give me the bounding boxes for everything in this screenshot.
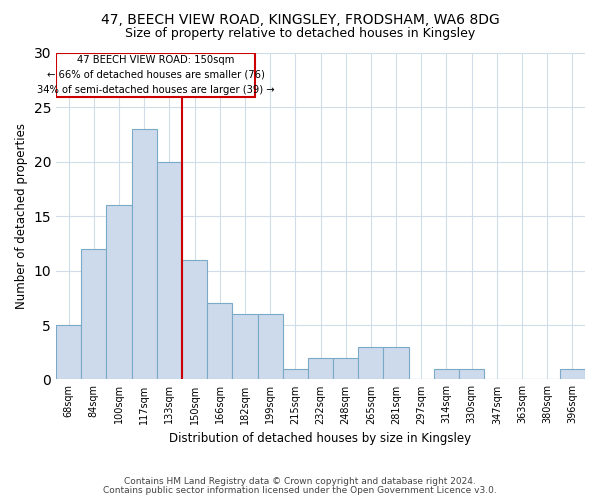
- Bar: [434, 368, 459, 380]
- Text: Contains public sector information licensed under the Open Government Licence v3: Contains public sector information licen…: [103, 486, 497, 495]
- Y-axis label: Number of detached properties: Number of detached properties: [15, 123, 28, 309]
- Bar: [157, 162, 182, 380]
- Bar: [232, 314, 257, 380]
- Bar: [81, 249, 106, 380]
- Bar: [459, 368, 484, 380]
- Text: Contains HM Land Registry data © Crown copyright and database right 2024.: Contains HM Land Registry data © Crown c…: [124, 477, 476, 486]
- Bar: [257, 314, 283, 380]
- Bar: [56, 325, 81, 380]
- Text: 47 BEECH VIEW ROAD: 150sqm
← 66% of detached houses are smaller (76)
34% of semi: 47 BEECH VIEW ROAD: 150sqm ← 66% of deta…: [37, 55, 274, 94]
- FancyBboxPatch shape: [56, 53, 255, 96]
- Bar: [131, 129, 157, 380]
- Bar: [308, 358, 333, 380]
- Text: 47, BEECH VIEW ROAD, KINGSLEY, FRODSHAM, WA6 8DG: 47, BEECH VIEW ROAD, KINGSLEY, FRODSHAM,…: [101, 12, 499, 26]
- X-axis label: Distribution of detached houses by size in Kingsley: Distribution of detached houses by size …: [169, 432, 472, 445]
- Bar: [333, 358, 358, 380]
- Bar: [182, 260, 207, 380]
- Bar: [207, 304, 232, 380]
- Bar: [106, 206, 131, 380]
- Bar: [283, 368, 308, 380]
- Text: Size of property relative to detached houses in Kingsley: Size of property relative to detached ho…: [125, 28, 475, 40]
- Bar: [358, 347, 383, 380]
- Bar: [383, 347, 409, 380]
- Bar: [560, 368, 585, 380]
